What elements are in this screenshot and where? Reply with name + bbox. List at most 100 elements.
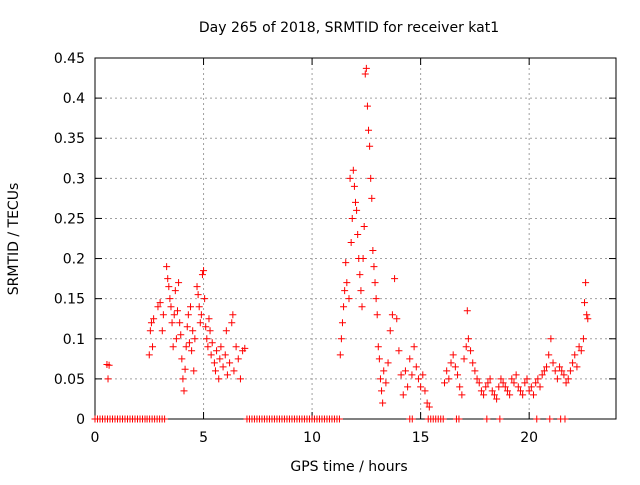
data-point [501, 383, 509, 391]
chart-title: Day 265 of 2018, SRMTID for receiver kat… [199, 20, 499, 36]
data-point [379, 399, 387, 407]
data-point [454, 371, 462, 379]
data-point [358, 303, 366, 311]
data-point [156, 299, 164, 307]
data-point [499, 379, 507, 387]
y-tick-label: 0.05 [54, 372, 85, 388]
data-point [187, 303, 195, 311]
data-point [512, 371, 520, 379]
data-point [530, 391, 538, 399]
data-point [203, 335, 211, 343]
data-point [439, 415, 447, 423]
data-point [425, 403, 433, 411]
data-point [188, 347, 196, 355]
data-point [561, 415, 569, 423]
data-point [419, 371, 427, 379]
data-point [467, 347, 475, 355]
data-point [178, 355, 186, 363]
data-point [547, 335, 555, 343]
data-point [105, 361, 113, 369]
data-point [560, 371, 568, 379]
data-point [352, 198, 359, 206]
x-axis-label: GPS time / hours [290, 459, 407, 475]
data-point [382, 379, 390, 387]
data-point [161, 415, 169, 423]
y-tick-label: 0.35 [54, 131, 85, 147]
data-point [551, 367, 559, 375]
data-point [210, 359, 218, 367]
data-point [388, 311, 396, 319]
data-point [414, 375, 422, 383]
data-point [369, 247, 377, 255]
data-point [208, 339, 216, 347]
data-point [397, 371, 405, 379]
data-point [179, 375, 187, 383]
x-tick-label: 0 [91, 430, 100, 446]
data-point [497, 375, 505, 383]
data-point [349, 166, 357, 174]
y-tick-label: 0.3 [63, 171, 85, 187]
data-point [337, 335, 345, 343]
data-point [456, 383, 464, 391]
data-point [519, 391, 527, 399]
data-point [185, 339, 193, 347]
data-point [525, 387, 533, 395]
data-point [477, 387, 485, 395]
data-point [223, 371, 231, 379]
data-point [584, 315, 592, 323]
data-point [229, 311, 237, 319]
data-point [421, 387, 429, 395]
data-point [158, 327, 166, 335]
data-point [532, 379, 540, 387]
data-points [91, 64, 592, 423]
data-point [569, 359, 577, 367]
x-tick-label: 5 [199, 430, 208, 446]
data-point [503, 387, 511, 395]
data-point [190, 367, 198, 375]
data-point [342, 259, 350, 267]
x-tick-label: 10 [303, 430, 321, 446]
data-point [213, 347, 221, 355]
data-point [221, 351, 229, 359]
data-point [545, 351, 553, 359]
data-point [463, 307, 471, 315]
data-point [386, 327, 394, 335]
data-point [354, 230, 362, 238]
y-tick-label: 0.15 [54, 292, 85, 308]
data-point [533, 415, 541, 423]
data-point [521, 379, 529, 387]
data-point [226, 359, 234, 367]
data-point [562, 379, 570, 387]
data-point [401, 367, 409, 375]
data-point [163, 263, 171, 271]
data-point [154, 303, 162, 311]
data-point [566, 367, 574, 375]
data-point [443, 367, 451, 375]
data-point [204, 343, 212, 351]
data-point [150, 315, 158, 323]
data-point [189, 327, 197, 335]
data-point [146, 327, 154, 335]
data-point [482, 383, 490, 391]
data-point [534, 375, 542, 383]
data-point [370, 263, 378, 271]
data-point [173, 307, 181, 315]
data-point [486, 375, 494, 383]
data-point [195, 303, 203, 311]
data-point [417, 383, 425, 391]
data-point [166, 295, 174, 303]
data-point [378, 387, 386, 395]
data-point [336, 351, 344, 359]
data-point [180, 387, 188, 395]
data-point [206, 327, 214, 335]
y-tick-label: 0.25 [54, 211, 85, 227]
data-point [458, 391, 466, 399]
data-point [412, 363, 420, 371]
data-point [496, 415, 504, 423]
data-point [236, 375, 244, 383]
data-point [341, 287, 349, 295]
data-point [582, 279, 590, 287]
data-point [345, 295, 353, 303]
data-point [347, 239, 355, 247]
data-point [523, 375, 531, 383]
